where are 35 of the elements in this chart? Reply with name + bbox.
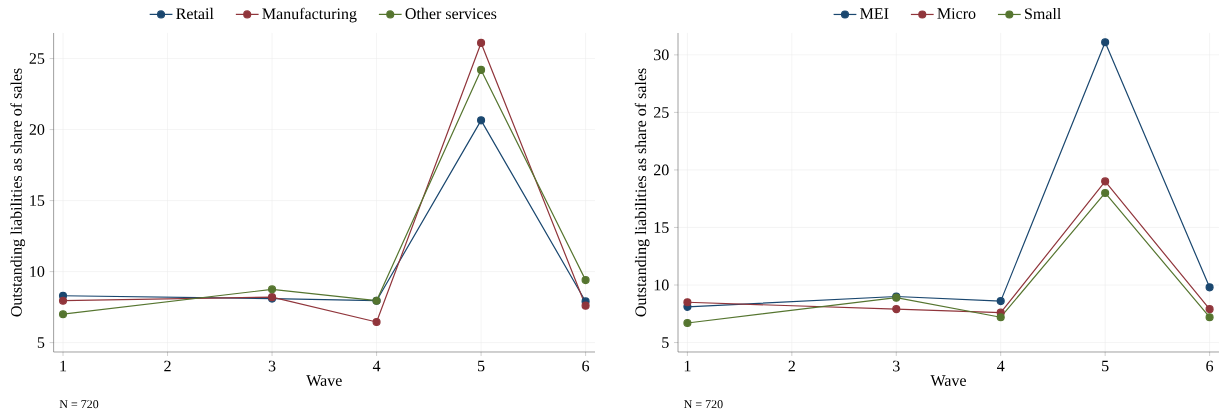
legend-label: Small xyxy=(1025,7,1061,20)
x-tick-label: 1 xyxy=(60,360,67,372)
x-tick-label: 6 xyxy=(1206,360,1214,372)
legend-label: Micro xyxy=(937,8,976,19)
x-tick-label: 2 xyxy=(788,360,795,372)
legend-label: MEI xyxy=(860,8,889,19)
y-tick-label: 25 xyxy=(654,107,669,118)
y-tick-label: 5 xyxy=(37,337,45,348)
x-tick-label: 5 xyxy=(1102,360,1109,372)
x-axis-title: Wave xyxy=(930,375,966,386)
y-axis-title: Outstanding liabilities as share of sales xyxy=(634,68,650,317)
y-axis-title: Outstanding liabilities as share of sales xyxy=(10,68,26,317)
x-tick-label: 3 xyxy=(893,360,900,372)
y-tick-label: 25 xyxy=(29,53,45,64)
y-tick-label: 5 xyxy=(662,337,669,348)
y-tick-label: 30 xyxy=(654,49,669,61)
y-tick-label: 20 xyxy=(654,164,669,176)
x-tick-label: 1 xyxy=(684,360,691,372)
legend-label: Manufacturing xyxy=(262,7,357,23)
legend-label: Retail xyxy=(176,7,214,20)
x-tick-label: 6 xyxy=(582,360,590,372)
text: N = 720 xyxy=(684,400,723,409)
y-tick-label: 15 xyxy=(654,222,669,233)
text: N = 720 xyxy=(59,400,99,409)
x-tick-label: 4 xyxy=(997,360,1005,372)
legend-label: Other services xyxy=(405,7,497,20)
y-tick-label: 10 xyxy=(654,279,669,291)
x-tick-label: 4 xyxy=(372,360,381,372)
x-axis-title: Wave xyxy=(306,375,342,386)
x-tick-label: 3 xyxy=(268,360,276,372)
x-tick-label: 5 xyxy=(478,360,485,372)
y-tick-label: 10 xyxy=(30,266,45,277)
y-tick-label: 20 xyxy=(29,124,45,135)
y-tick-label: 15 xyxy=(30,195,45,206)
x-tick-label: 2 xyxy=(164,360,171,372)
